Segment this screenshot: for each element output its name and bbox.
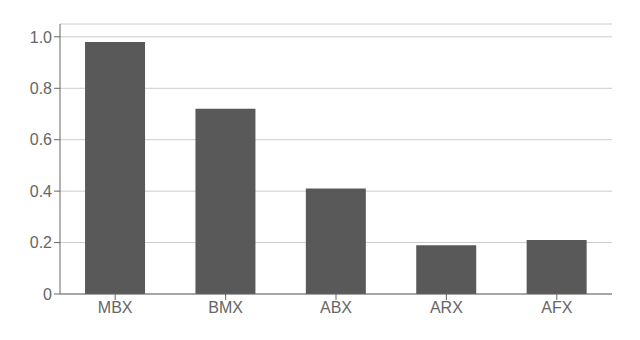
svg-text:ABX: ABX <box>320 299 352 316</box>
svg-text:0.6: 0.6 <box>30 131 52 148</box>
svg-text:AFX: AFX <box>541 299 572 316</box>
svg-text:1.0: 1.0 <box>30 29 52 46</box>
svg-text:0: 0 <box>43 286 52 303</box>
svg-text:0.4: 0.4 <box>30 183 52 200</box>
svg-text:0.2: 0.2 <box>30 234 52 251</box>
svg-text:ARX: ARX <box>430 299 463 316</box>
svg-text:0.8: 0.8 <box>30 80 52 97</box>
svg-text:MBX: MBX <box>98 299 133 316</box>
svg-text:BMX: BMX <box>208 299 243 316</box>
